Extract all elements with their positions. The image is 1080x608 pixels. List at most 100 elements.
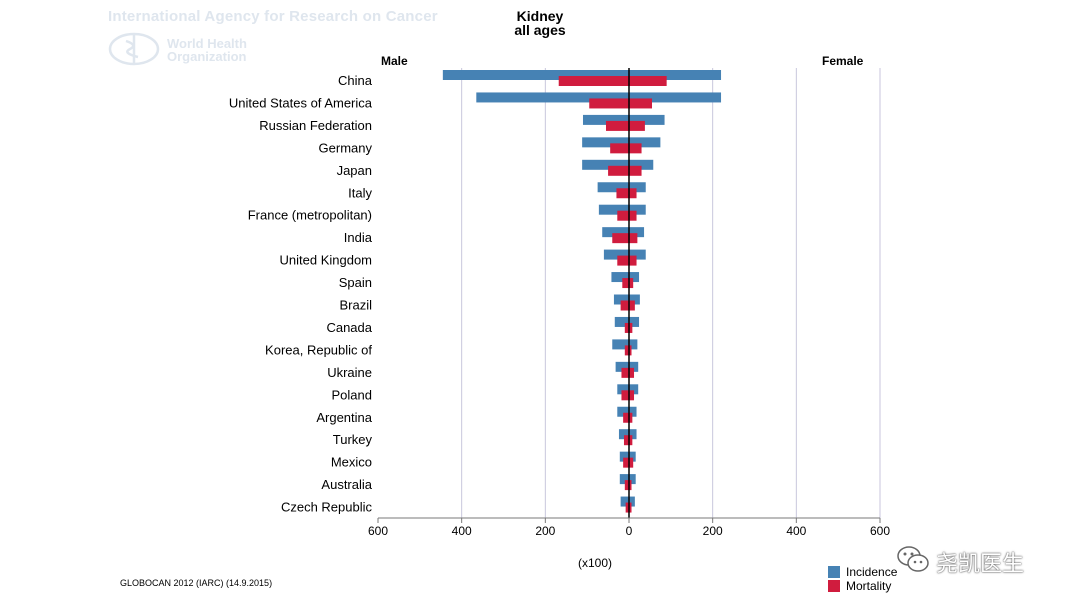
category-label: Ukraine: [327, 365, 372, 380]
female-label: Female: [822, 54, 864, 68]
bar-mortality-female: [629, 345, 632, 356]
bar-mortality-male: [620, 300, 629, 311]
bar-mortality-female: [629, 412, 633, 423]
category-label: Poland: [332, 387, 372, 402]
x-tick-label: 200: [535, 524, 555, 538]
bar-incidence-male: [617, 384, 629, 395]
legend-mortality-label: Mortality: [846, 579, 892, 593]
bar-incidence-male: [582, 159, 629, 170]
bar-mortality-female: [629, 76, 667, 86]
bar-mortality-female: [629, 278, 634, 289]
bar-incidence-male: [613, 294, 629, 305]
legend-incidence-swatch: [828, 566, 840, 578]
bar-incidence-female: [629, 159, 654, 170]
bar-incidence-male: [617, 406, 629, 417]
bar-incidence-female: [629, 227, 645, 238]
bar-mortality-male: [623, 457, 629, 468]
category-label: Germany: [319, 140, 373, 155]
chart-subtitle: all ages: [514, 22, 566, 38]
bar-mortality-female: [629, 255, 637, 266]
category-label: China: [338, 73, 373, 88]
bar-incidence-male: [582, 137, 629, 148]
bar-mortality-female: [629, 322, 633, 333]
bar-mortality-female: [629, 457, 634, 468]
bar-incidence-male: [582, 114, 629, 125]
bar-mortality-female: [629, 120, 645, 131]
bar-incidence-male: [476, 92, 629, 103]
who-organization-label: World Health Organization: [167, 37, 247, 63]
bar-incidence-male: [615, 361, 629, 372]
bar-incidence-male: [619, 451, 629, 462]
category-label: United States of America: [229, 95, 373, 110]
category-label: Argentina: [316, 410, 372, 425]
bar-mortality-female: [629, 143, 642, 154]
bar-mortality-male: [605, 120, 629, 131]
bar-incidence-female: [629, 316, 640, 327]
category-label: France (metropolitan): [248, 208, 372, 223]
chart-title-main: Kidney: [516, 8, 564, 24]
bar-mortality-male: [622, 278, 629, 289]
bar-incidence-female: [629, 92, 722, 103]
bar-mortality-male: [623, 435, 629, 446]
bar-incidence-female: [629, 182, 646, 193]
bar-mortality-male: [610, 143, 629, 154]
bar-incidence-male: [597, 182, 629, 193]
who-emblem-icon: [108, 32, 160, 66]
bar-incidence-female: [629, 406, 637, 417]
bar-mortality-male: [621, 390, 629, 401]
x-tick-label: 600: [870, 524, 890, 538]
bar-mortality-female: [629, 300, 635, 311]
bar-incidence-male: [602, 227, 629, 238]
bar-mortality-female: [629, 98, 653, 109]
who-line-2: Organization: [167, 49, 247, 64]
x-tick-label: 200: [703, 524, 723, 538]
who-line-1: World Health: [167, 36, 247, 51]
bar-mortality-male: [621, 367, 629, 378]
x-tick-label: 0: [626, 524, 633, 538]
agency-name: International Agency for Research on Can…: [108, 8, 438, 25]
bar-incidence-female: [629, 384, 639, 395]
category-label: United Kingdom: [280, 253, 373, 268]
x-tick-label: 400: [452, 524, 472, 538]
bar-incidence-female: [629, 70, 722, 80]
bar-incidence-female: [629, 496, 635, 507]
bar-incidence-female: [629, 339, 638, 350]
bar-incidence-male: [603, 249, 629, 260]
bar-mortality-male: [624, 322, 629, 333]
bar-incidence-male: [598, 204, 629, 215]
watermark: 尧凯医生: [896, 542, 1056, 578]
bar-incidence-male: [612, 339, 629, 350]
source-footer: GLOBOCAN 2012 (IARC) (14.9.2015): [120, 578, 273, 588]
category-label: Canada: [326, 320, 372, 335]
bar-incidence-female: [629, 114, 665, 125]
bar-mortality-male: [624, 345, 629, 356]
bar-mortality-male: [616, 188, 629, 199]
bar-mortality-male: [589, 98, 629, 109]
bar-incidence-male: [620, 496, 629, 507]
category-label: Mexico: [331, 455, 372, 470]
unit-label: (x100): [578, 556, 613, 570]
bar-mortality-female: [629, 390, 635, 401]
bar-mortality-male: [625, 502, 629, 513]
bar-incidence-female: [629, 361, 639, 372]
bar-mortality-male: [608, 165, 629, 176]
bar-mortality-female: [629, 233, 638, 244]
bar-mortality-male: [617, 210, 629, 221]
bar-mortality-female: [629, 188, 637, 199]
bar-incidence-female: [629, 137, 661, 148]
legend-mortality-swatch: [828, 580, 840, 592]
bar-mortality-male: [624, 480, 629, 491]
x-tick-label: 600: [368, 524, 388, 538]
bar-incidence-male: [618, 429, 629, 440]
bar-mortality-female: [629, 210, 637, 221]
bar-mortality-male: [612, 233, 629, 244]
bar-incidence-female: [629, 249, 646, 260]
bar-incidence-female: [629, 294, 640, 305]
category-label: Turkey: [333, 432, 373, 447]
bar-incidence-male: [611, 272, 629, 283]
bar-incidence-female: [629, 272, 640, 283]
category-label: Australia: [321, 477, 372, 492]
bar-mortality-female: [629, 435, 633, 446]
bar-mortality-male: [558, 76, 629, 86]
